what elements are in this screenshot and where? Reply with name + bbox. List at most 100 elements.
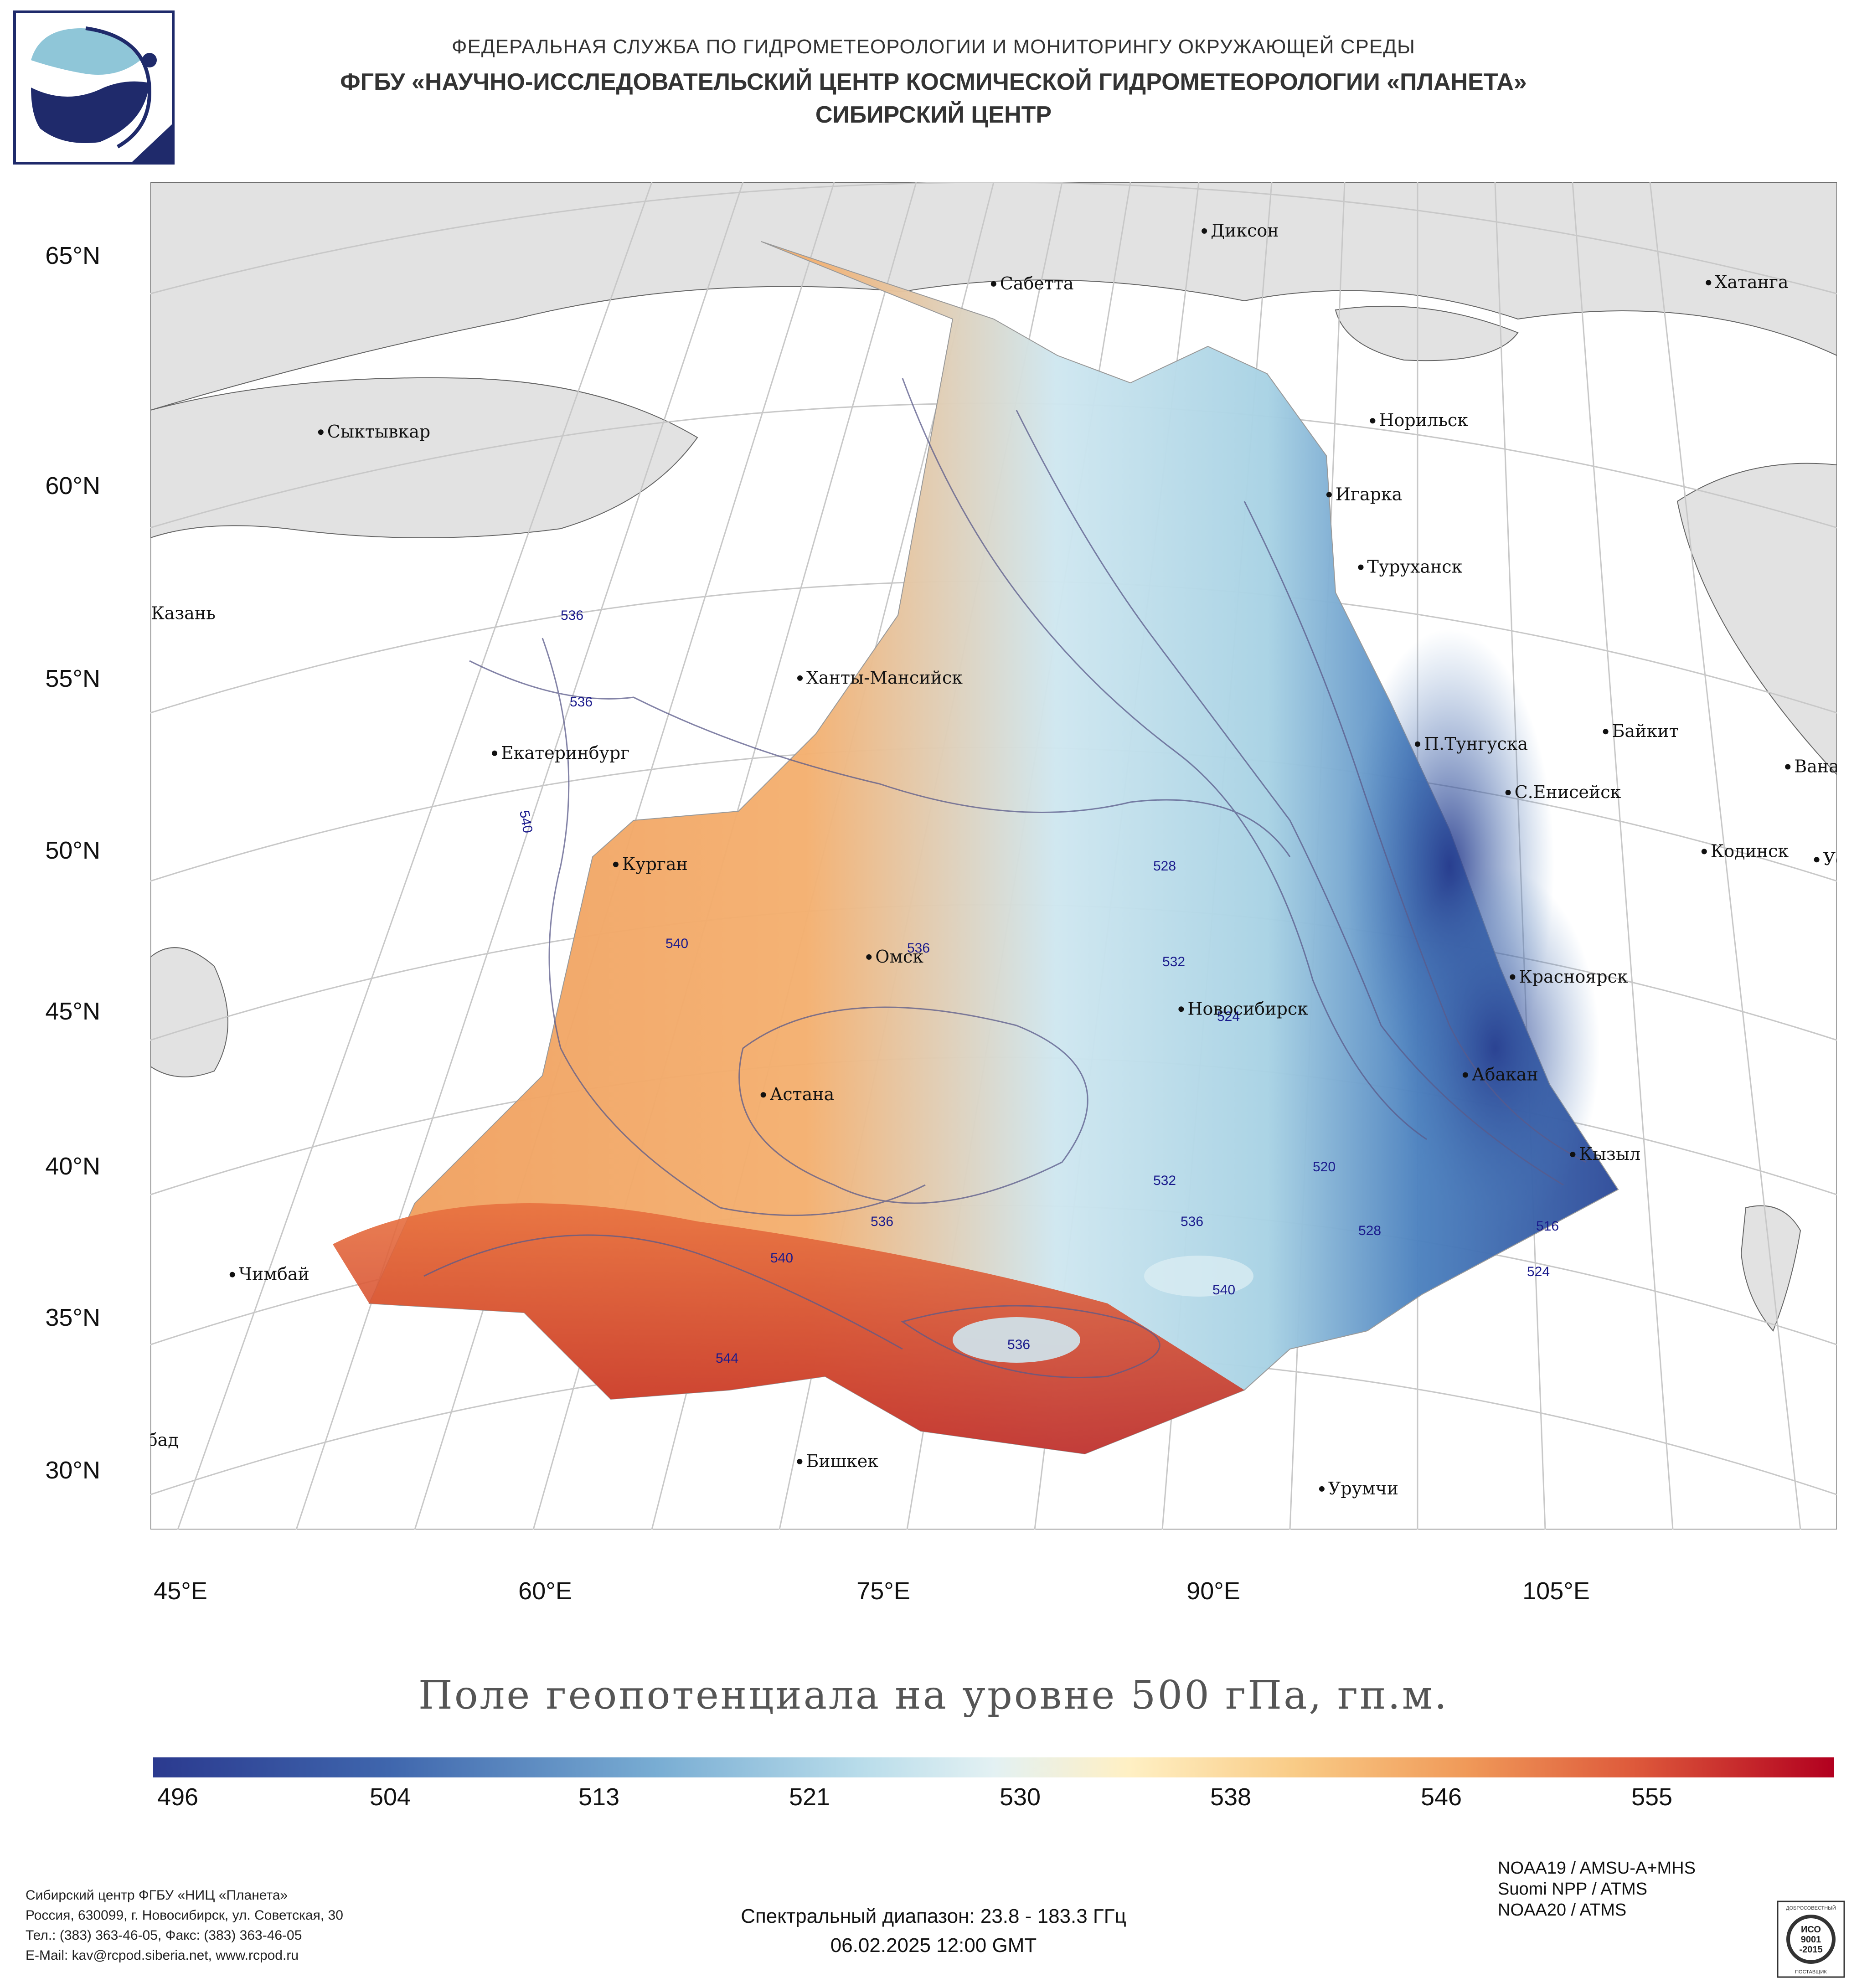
- city-label: Новосибирск: [1187, 999, 1308, 1019]
- city-label: Кызыл: [1579, 1144, 1640, 1164]
- city-dot: [1370, 418, 1376, 424]
- isoline-label: 528: [1358, 1223, 1381, 1238]
- lat-label: 65°N: [45, 242, 100, 269]
- city-label: Ашхабад: [150, 1430, 179, 1450]
- city-label: Игарка: [1336, 484, 1402, 504]
- isoline-label: 544: [716, 1351, 738, 1366]
- org-email: E-Mail: kav@rcpod.siberia.net, www.rcpod…: [26, 1948, 299, 1963]
- city-label: П.Тунгуска: [1424, 734, 1528, 754]
- colorbar-tick: 513: [578, 1783, 620, 1811]
- isoline-label: 532: [1162, 954, 1185, 969]
- isoline-label: 536: [1007, 1337, 1030, 1352]
- badge-bottom: ПОСТАВЩИК: [1795, 1969, 1827, 1975]
- satellite-line: NOAA19 / AMSU-A+MHS: [1498, 1859, 1696, 1878]
- city-dot: [1462, 1072, 1468, 1078]
- org-name: Сибирский центр ФГБУ «НИЦ «Планета»: [26, 1888, 288, 1903]
- city-label: Хатанга: [1715, 272, 1788, 292]
- header-agency: ФЕДЕРАЛЬНАЯ СЛУЖБА ПО ГИДРОМЕТЕОРОЛОГИИ …: [452, 36, 1415, 58]
- city-dot: [1701, 849, 1707, 855]
- geopotential-map: 536 536 540 540 536 528 532 524 536 540 …: [35, 155, 1867, 1584]
- header-institute: ФГБУ «НАУЧНО-ИССЛЕДОВАТЕЛЬСКИЙ ЦЕНТР КОС…: [340, 69, 1527, 95]
- isoline-label: 540: [1212, 1282, 1235, 1298]
- colorbar-tick: 521: [789, 1783, 830, 1811]
- city-dot: [990, 281, 996, 287]
- isoline-label: 536: [871, 1214, 893, 1229]
- colorbar-tick: 530: [999, 1783, 1041, 1811]
- colorbar: [153, 1757, 1834, 1777]
- lon-label: 75°E: [856, 1577, 910, 1605]
- isoline-label: 532: [1153, 1173, 1176, 1188]
- city-dot: [1706, 280, 1712, 286]
- city-dot: [797, 675, 803, 681]
- colorbar-tick: 546: [1420, 1783, 1462, 1811]
- city-dot: [1319, 1486, 1325, 1492]
- lon-label: 105°E: [1522, 1577, 1590, 1605]
- org-address: Россия, 630099, г. Новосибирск, ул. Сове…: [26, 1908, 343, 1923]
- isolines: [423, 378, 1587, 1378]
- city-label: Туруханск: [1367, 557, 1463, 577]
- isoline-label: 536: [570, 695, 593, 710]
- city-dot: [1510, 974, 1516, 980]
- city-dot: [1814, 857, 1820, 863]
- city-dot: [1358, 564, 1364, 570]
- lat-label: 40°N: [45, 1153, 100, 1180]
- badge-iso: ИСО: [1801, 1925, 1821, 1935]
- lat-label: 50°N: [45, 837, 100, 864]
- badge-top: ДОБРОСОВЕСТНЫЙ: [1786, 1905, 1836, 1911]
- city-dot: [1505, 790, 1511, 795]
- city-dot: [797, 1458, 803, 1464]
- observation-datetime: 06.02.2025 12:00 GMT: [830, 1934, 1037, 1957]
- colorbar-tick: 538: [1210, 1783, 1252, 1811]
- city-dot: [1603, 729, 1609, 735]
- city-label: Абакан: [1472, 1065, 1538, 1085]
- badge-9001: 9001: [1801, 1935, 1821, 1945]
- city-label: Ханты-Мансийск: [806, 668, 963, 688]
- lat-label: 55°N: [45, 665, 100, 692]
- city-label: Чимбай: [239, 1264, 309, 1284]
- city-label: Курган: [622, 854, 688, 874]
- isoline-label: 540: [665, 936, 688, 951]
- spectral-range: Спектральный диапазон: 23.8 - 183.3 ГГц: [741, 1905, 1126, 1927]
- city-label: Байкит: [1612, 721, 1679, 741]
- lon-label: 60°E: [518, 1577, 572, 1605]
- isoline-label: 528: [1153, 859, 1176, 874]
- colorbar-tick: 496: [157, 1783, 199, 1811]
- lon-label: 45°E: [154, 1577, 207, 1605]
- isoline-labels: 536 536 540 540 536 528 532 524 536 540 …: [516, 608, 1559, 1366]
- isoline-label: 536: [1181, 1214, 1203, 1229]
- city-label: Урумчи: [1328, 1478, 1398, 1499]
- city-dot: [318, 429, 324, 435]
- lat-label: 35°N: [45, 1304, 100, 1331]
- city-label: Омск: [875, 947, 923, 967]
- city-label: Норильск: [1379, 410, 1468, 430]
- isoline-label: 520: [1313, 1159, 1336, 1174]
- planeta-logo: [13, 10, 175, 165]
- isoline-label: 540: [770, 1251, 793, 1266]
- city-label: С.Енисейск: [1515, 782, 1621, 802]
- city-dot: [1326, 492, 1332, 498]
- isoline-label: 516: [1536, 1219, 1559, 1234]
- isoline-label: 524: [1527, 1264, 1550, 1279]
- lat-label: 60°N: [45, 472, 100, 500]
- lat-label: 30°N: [45, 1457, 100, 1484]
- colorbar-tick: 504: [369, 1783, 411, 1811]
- city-dot: [1202, 228, 1207, 234]
- header-center: СИБИРСКИЙ ЦЕНТР: [815, 102, 1052, 128]
- satellite-line: NOAA20 / ATMS: [1498, 1900, 1627, 1920]
- org-phone: Тел.: (383) 363-46-05, Факс: (383) 363-4…: [26, 1928, 302, 1943]
- city-dot: [1178, 1006, 1184, 1012]
- city-label: Усть-Илимск: [1823, 849, 1837, 869]
- isoline-label: 536: [561, 608, 583, 623]
- city-dot: [1785, 764, 1791, 770]
- city-label: Ванавара: [1794, 757, 1837, 777]
- satellite-line: Suomi NPP / ATMS: [1498, 1880, 1648, 1899]
- colorbar-tick: 555: [1631, 1783, 1673, 1811]
- city-dot: [1570, 1152, 1576, 1158]
- isoline-label: 524: [1217, 1009, 1240, 1024]
- lon-label: 90°E: [1186, 1577, 1240, 1605]
- city-dot: [613, 861, 619, 867]
- city-label: Красноярск: [1519, 967, 1628, 987]
- data-swath: [333, 241, 1619, 1455]
- map-title: Поле геопотенциала на уровне 500 гПа, гп…: [418, 1673, 1449, 1718]
- city-dot: [229, 1272, 235, 1277]
